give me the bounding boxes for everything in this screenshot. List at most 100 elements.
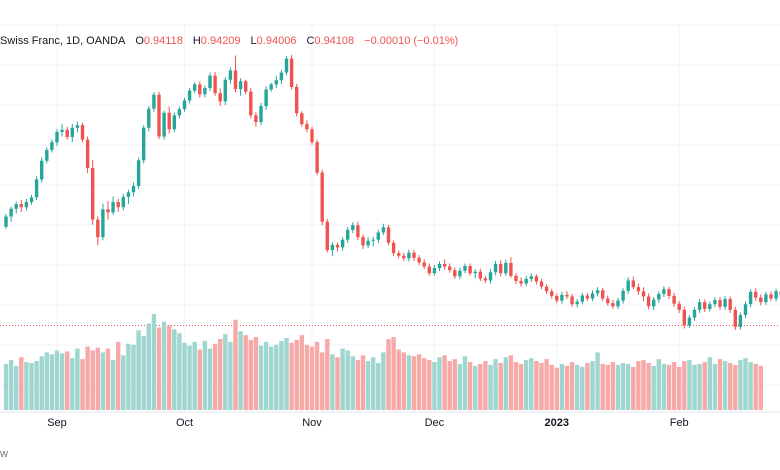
- candle: [218, 88, 222, 107]
- candle-body: [167, 112, 171, 130]
- candle: [713, 296, 717, 308]
- volume-bar: [473, 365, 478, 410]
- candle-body: [631, 280, 635, 288]
- candle-body: [24, 202, 29, 208]
- candle-body: [636, 287, 641, 292]
- candle: [448, 263, 452, 273]
- candle: [595, 287, 600, 297]
- candle-body: [320, 172, 324, 222]
- candle-body: [346, 229, 350, 240]
- volume-bar: [396, 349, 401, 410]
- candles: [4, 55, 780, 330]
- candle-body: [9, 208, 13, 217]
- volume-bar: [488, 364, 493, 410]
- candle: [315, 139, 319, 176]
- candle-body: [249, 91, 253, 116]
- candle-body: [295, 86, 299, 114]
- candle-body: [759, 297, 763, 303]
- volume-bar: [600, 363, 605, 410]
- low-value: 0.94006: [256, 35, 297, 47]
- candle-body: [325, 221, 329, 251]
- volume-bar: [279, 340, 284, 410]
- candle: [473, 269, 477, 279]
- volume-bar: [539, 362, 544, 410]
- volume-bar: [549, 364, 554, 410]
- candle: [55, 129, 59, 146]
- candle-body: [743, 304, 748, 316]
- candle-body: [238, 81, 243, 90]
- volume-bar: [401, 352, 406, 410]
- candle: [106, 201, 110, 220]
- candle: [233, 55, 238, 93]
- volume-bar: [406, 355, 412, 410]
- candle-body: [172, 115, 176, 130]
- candle-body: [493, 263, 498, 273]
- volume-bar: [167, 325, 172, 410]
- candle: [723, 295, 727, 310]
- candle-body: [351, 225, 355, 230]
- candle: [91, 160, 95, 225]
- candle-body: [340, 239, 345, 248]
- legend-change: −0.00010 (−0.01%): [364, 35, 459, 47]
- candle: [575, 299, 579, 308]
- volume-bar: [212, 343, 218, 410]
- candle-body: [381, 227, 386, 233]
- volume-bar: [289, 342, 294, 410]
- candle: [708, 301, 712, 312]
- volume-bar: [462, 356, 468, 410]
- candle: [249, 88, 253, 119]
- volume-bar: [585, 362, 590, 410]
- candle-body: [417, 257, 421, 263]
- volume-bar: [238, 331, 243, 410]
- candle-body: [728, 299, 732, 310]
- candle: [672, 292, 676, 307]
- volume-bar: [65, 351, 70, 410]
- candle: [397, 250, 401, 259]
- candle: [228, 67, 233, 84]
- candle: [269, 82, 273, 92]
- volume-bar: [59, 353, 65, 410]
- candle-body: [483, 278, 488, 281]
- volume-bar: [631, 366, 636, 410]
- candle: [728, 296, 732, 313]
- candle-body: [667, 289, 671, 296]
- candle-body: [29, 197, 34, 203]
- volume-bar: [172, 329, 177, 410]
- candle: [560, 291, 564, 304]
- candle-body: [391, 242, 396, 254]
- candle-body: [611, 303, 615, 307]
- candle: [478, 268, 482, 281]
- candle-body: [136, 160, 141, 187]
- candle-body: [708, 304, 712, 309]
- candle: [422, 259, 426, 270]
- candle: [70, 124, 74, 143]
- candle-body: [55, 131, 59, 143]
- candle: [351, 222, 355, 234]
- candle-body: [539, 281, 544, 287]
- candle: [677, 301, 681, 313]
- candle-body: [19, 204, 23, 208]
- open-label: O: [135, 35, 144, 47]
- x-tick-label: Nov: [302, 417, 322, 429]
- volume-bar: [263, 341, 269, 410]
- legend-symbol[interactable]: Swiss Franc, 1D, OANDA: [0, 35, 126, 47]
- high-value: 0.94209: [200, 35, 241, 47]
- volume-bar: [722, 361, 728, 410]
- candle: [80, 122, 85, 143]
- candle: [366, 237, 370, 248]
- candle-body: [91, 167, 95, 220]
- volume-bar: [677, 366, 682, 410]
- volume-bar: [518, 363, 524, 410]
- volume-bar: [580, 366, 585, 410]
- volume-bar: [126, 343, 131, 410]
- candle-body: [65, 129, 69, 138]
- volume-bar: [575, 364, 580, 410]
- candle-body: [432, 268, 437, 274]
- volume-bar: [610, 362, 616, 410]
- volume-bar: [748, 362, 753, 410]
- candle: [402, 252, 406, 261]
- candle: [738, 312, 743, 330]
- volume-bar: [386, 338, 391, 410]
- candle: [539, 278, 544, 290]
